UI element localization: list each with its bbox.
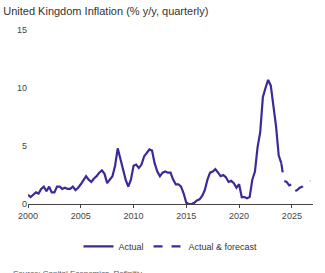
svg-text:0: 0 <box>22 199 27 209</box>
svg-text:Actual & forecast: Actual & forecast <box>189 242 258 252</box>
svg-text:15: 15 <box>17 25 27 35</box>
svg-text:2005: 2005 <box>71 211 91 221</box>
svg-text:Actual: Actual <box>119 242 144 252</box>
svg-text:2000: 2000 <box>18 211 38 221</box>
svg-text:2015: 2015 <box>176 211 196 221</box>
svg-text:10: 10 <box>17 83 27 93</box>
svg-text:Source: Capital Economics, Ref: Source: Capital Economics, Refinitiv. <box>13 269 144 273</box>
svg-text:United Kingdom Inflation (% y/: United Kingdom Inflation (% y/y, quarter… <box>3 5 208 17</box>
svg-text:2025: 2025 <box>282 211 302 221</box>
svg-text:2020: 2020 <box>229 211 249 221</box>
svg-text:5: 5 <box>22 141 27 151</box>
svg-text:2010: 2010 <box>124 211 144 221</box>
